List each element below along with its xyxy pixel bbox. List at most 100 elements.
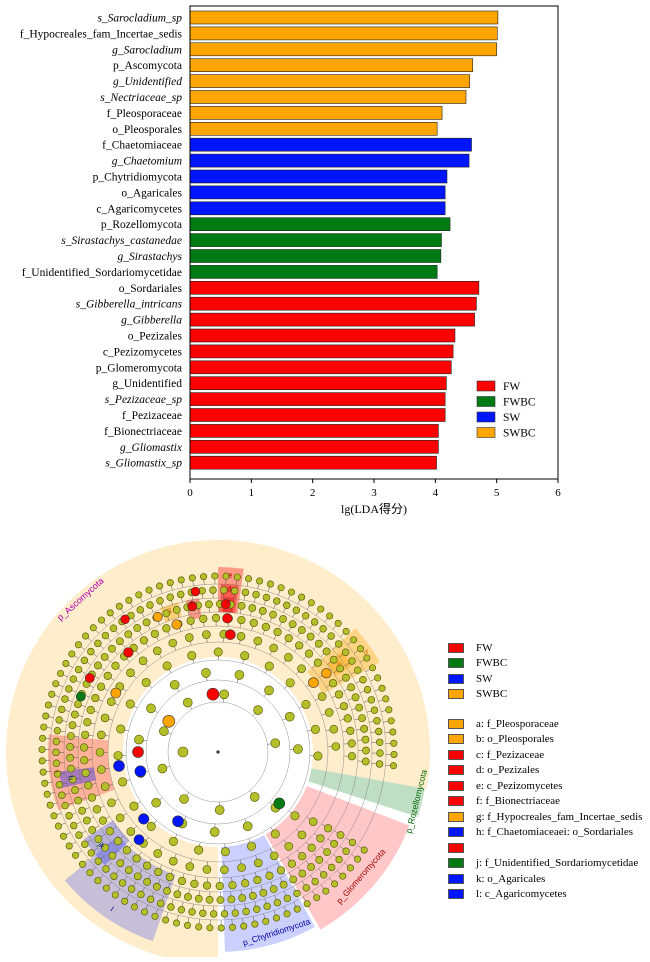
clade-node	[110, 625, 117, 632]
bar-category-label: g_Gibberella	[121, 315, 182, 327]
clade-node	[343, 628, 349, 634]
bar-category-label: p_Rozellomycota	[101, 219, 182, 231]
clade-node	[217, 896, 224, 903]
clade-node	[116, 638, 123, 645]
clade-node	[328, 633, 335, 640]
clade-node	[95, 877, 101, 883]
legend-swatch	[477, 412, 495, 422]
legend-taxon-e: e: c_Pezizomycetes	[448, 778, 648, 794]
legend-swatch	[448, 750, 464, 760]
clade-node	[139, 657, 147, 665]
clade-node	[76, 832, 83, 839]
clade-node	[126, 597, 132, 603]
clade-node	[375, 728, 382, 735]
clade-node	[249, 892, 256, 899]
lda-bar	[190, 297, 476, 310]
clade-node	[108, 645, 115, 652]
clade-node	[210, 587, 217, 594]
legend-label: SW	[476, 673, 493, 685]
clade-node	[288, 860, 296, 868]
legend-swatch	[448, 874, 464, 884]
clade-node	[298, 831, 306, 839]
clade-node	[87, 869, 93, 875]
legend-swatch	[448, 812, 464, 822]
clade-node	[206, 896, 213, 903]
clade-node	[220, 690, 229, 699]
clade-node	[146, 587, 152, 593]
x-tick-label: 2	[310, 487, 316, 499]
clade-node	[216, 882, 224, 890]
legend-swatch	[448, 765, 464, 775]
lda-bar	[190, 218, 450, 231]
legend-label: j: f_Unidentified_Sordariomycetidae	[476, 857, 638, 869]
legend-swatch	[448, 796, 464, 806]
lda-bar	[190, 440, 438, 453]
clade-node	[183, 698, 192, 707]
clade-node	[241, 923, 247, 929]
clade-node	[83, 817, 90, 824]
clade-node	[51, 813, 57, 819]
clade-node	[167, 579, 173, 585]
clade-node	[178, 877, 186, 885]
clade-node	[63, 660, 69, 666]
legend-group-swbc: SWBC	[448, 687, 648, 703]
clade-node	[184, 922, 190, 928]
bar-category-label: c_Pezizomycetes	[103, 346, 183, 358]
lda-bar	[190, 43, 497, 56]
clade-node	[265, 662, 273, 670]
biomarker-node	[172, 620, 182, 630]
clade-node	[92, 694, 100, 702]
clade-node	[348, 752, 356, 760]
clade-node	[96, 748, 104, 756]
x-tick-label: 6	[555, 487, 561, 499]
clade-node	[260, 889, 267, 896]
clade-node	[386, 707, 392, 713]
lda-bar	[190, 313, 475, 326]
bar-category-label: o_Pleosporales	[112, 124, 182, 136]
clade-node	[329, 679, 337, 687]
legend-taxon-b: b: o_Pleosporales	[448, 732, 648, 748]
clade-node	[170, 680, 179, 689]
clade-node	[99, 817, 107, 825]
clade-node	[119, 879, 126, 886]
clade-node	[221, 848, 229, 856]
clade-node	[39, 758, 45, 764]
clade-node	[62, 802, 69, 809]
lda-bar-chart: s_Sarocladium_spf_Hypocreales_fam_Incert…	[0, 0, 650, 520]
clade-node	[95, 858, 102, 865]
bar-category-label: f_Pezizaceae	[122, 410, 182, 422]
clade-node	[163, 887, 170, 894]
biomarker-node	[76, 692, 85, 701]
bar-category-label: o_Sordariales	[119, 283, 183, 295]
bar-category-label: f_Hypocreales_fam_Incertae_sedis	[20, 28, 183, 40]
clade-node	[303, 884, 310, 891]
clade-node	[239, 894, 246, 901]
clade-node	[81, 657, 88, 664]
clade-node	[179, 794, 188, 803]
clade-node	[157, 900, 164, 907]
biomarker-node	[163, 715, 175, 727]
clade-node	[256, 578, 262, 584]
clade-node	[82, 633, 88, 639]
clade-node	[323, 849, 330, 856]
clade-node	[147, 822, 155, 830]
clade-node	[293, 745, 302, 754]
clade-node	[71, 711, 78, 718]
clade-node	[69, 722, 76, 729]
clade-node	[90, 625, 96, 631]
legend-taxon-c: c: f_Pezizaceae	[448, 747, 648, 763]
clade-node	[47, 802, 53, 808]
clade-node	[133, 855, 141, 863]
clade-node	[203, 865, 211, 873]
clade-node	[250, 792, 259, 801]
clade-node	[252, 921, 258, 927]
clade-node	[295, 642, 303, 650]
clade-node	[126, 669, 134, 677]
legend-taxon-i	[448, 840, 648, 856]
legend-label: h: f_Chaetomiaceaei: o_Sordariales	[476, 826, 633, 838]
lda-bar	[190, 393, 445, 406]
clade-node	[228, 896, 235, 903]
clade-node	[242, 589, 249, 596]
